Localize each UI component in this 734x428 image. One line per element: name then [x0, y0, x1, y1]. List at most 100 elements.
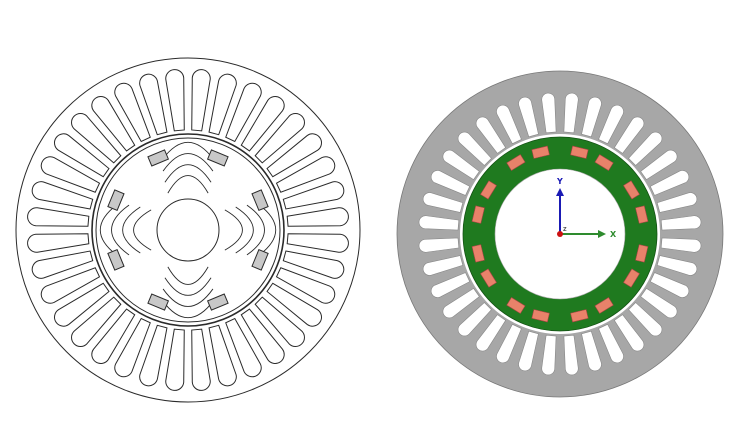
stator-slot [240, 308, 285, 364]
stator-slot [54, 282, 110, 327]
rotor-magnet [570, 145, 589, 159]
stator-slot [614, 116, 645, 154]
flux-line [167, 266, 209, 285]
rotor-magnet [480, 180, 497, 200]
rotor-magnet [570, 309, 589, 323]
rotor-magnet [635, 244, 649, 263]
stator-slot [418, 215, 460, 231]
stator-slot [165, 69, 185, 132]
stator-slot [266, 133, 322, 178]
stator-slot [475, 116, 506, 154]
stator-slot [191, 328, 211, 391]
stator-slot [457, 131, 492, 166]
stator-slot [286, 233, 349, 253]
stator-slot [442, 288, 480, 319]
stator-slot [496, 104, 522, 145]
stator-slot [656, 255, 698, 276]
stator-slot [282, 250, 345, 279]
flux-line [164, 277, 212, 296]
stator-slot [541, 334, 557, 376]
stator-slot [656, 192, 698, 213]
flux-line [111, 204, 130, 256]
stator-slot [27, 207, 90, 227]
stator-slot [54, 133, 110, 178]
rotor-magnet [594, 297, 614, 314]
rotor-magnet [471, 244, 485, 263]
stator-slot [31, 250, 94, 279]
stator-slot [91, 308, 136, 364]
flux-line [224, 209, 243, 251]
stator-slot [422, 255, 464, 276]
shaft-circle [156, 198, 220, 262]
rotor-magnet [480, 268, 497, 288]
stator-slot [139, 324, 168, 387]
stator-slot [660, 237, 702, 253]
stator-slot [91, 96, 136, 152]
flux-line [235, 206, 254, 254]
stator-slot [518, 96, 539, 138]
stator-slot [541, 92, 557, 134]
stator-slot [225, 317, 262, 378]
rotor-magnet [623, 180, 640, 200]
rotor-magnet [594, 154, 614, 171]
stator-slot [518, 330, 539, 372]
stator-slot [430, 170, 471, 196]
rotor-magnet [107, 248, 125, 271]
flux-line [161, 300, 215, 318]
flux-line [162, 288, 214, 307]
stator-slot [640, 288, 678, 319]
stator-slot [31, 181, 94, 210]
stator-slot [628, 131, 663, 166]
rotor-magnet [531, 309, 550, 323]
rotor-magnet [251, 248, 269, 271]
rotor-magnet [147, 293, 170, 311]
stator-slot [598, 323, 624, 364]
x-axis-arrowhead [598, 230, 606, 238]
stator-slot [457, 302, 492, 337]
stator-slot [225, 82, 262, 143]
stator-slot [598, 104, 624, 145]
airgap-circle [91, 133, 285, 327]
stator-slot [240, 96, 285, 152]
stator-slot [286, 207, 349, 227]
stator-slot [418, 237, 460, 253]
stator-slot [649, 170, 690, 196]
stator-slot [27, 233, 90, 253]
stator-slot [71, 113, 122, 164]
flux-line [100, 203, 118, 257]
stator-slot [254, 296, 305, 347]
stator-slot [282, 181, 345, 210]
stator-slot [649, 272, 690, 298]
stator-slot [475, 314, 506, 352]
rotor-magnet [635, 205, 649, 224]
flux-line [122, 206, 141, 254]
stator-slot [442, 149, 480, 180]
rotor-magnet [471, 205, 485, 224]
stator-slot [40, 267, 101, 304]
stator-slot [496, 323, 522, 364]
stator-slot [165, 328, 185, 391]
y-axis-label: Y [556, 177, 563, 186]
left-motor-flux-lines [15, 57, 361, 403]
stator-slot [563, 334, 579, 376]
stator-slot [254, 113, 305, 164]
rotor-magnet [206, 149, 229, 167]
stator-slot [71, 296, 122, 347]
flux-line [133, 209, 152, 251]
rotor-magnet [251, 189, 269, 212]
stator-slot [208, 324, 237, 387]
stator-slot [275, 156, 336, 193]
rotor-magnet [506, 154, 526, 171]
flux-line [167, 175, 209, 194]
rotor-magnet [531, 145, 550, 159]
stator-slot [660, 215, 702, 231]
rotor-magnet [506, 297, 526, 314]
coordinate-axes: X Y Z [556, 177, 617, 239]
flux-line [164, 164, 212, 183]
stator-slot [208, 73, 237, 136]
stator-slot [40, 156, 101, 193]
stator-slot [422, 192, 464, 213]
flux-line [161, 142, 215, 160]
